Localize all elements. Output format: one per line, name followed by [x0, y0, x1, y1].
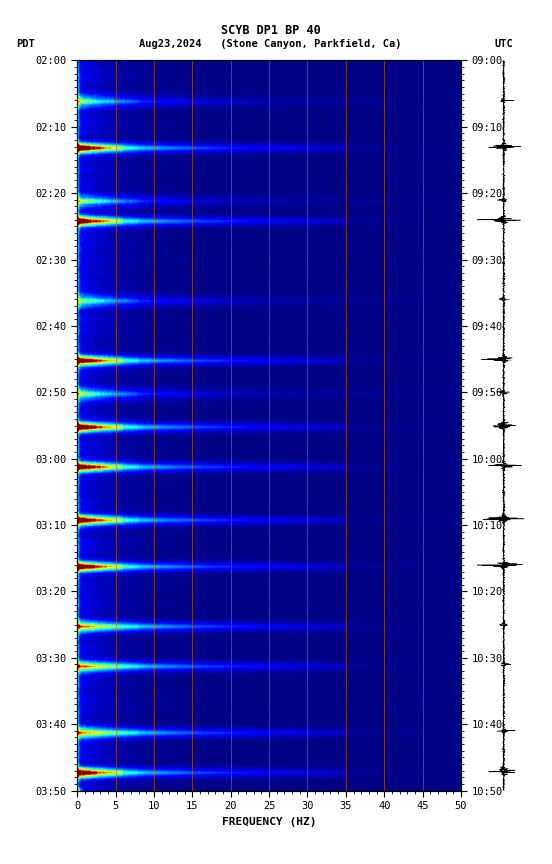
X-axis label: FREQUENCY (HZ): FREQUENCY (HZ)	[222, 816, 316, 827]
Text: SCYB DP1 BP 40: SCYB DP1 BP 40	[221, 24, 320, 37]
Text: UTC: UTC	[495, 39, 513, 49]
Text: PDT: PDT	[17, 39, 35, 49]
Text: Aug23,2024   (Stone Canyon, Parkfield, Ca): Aug23,2024 (Stone Canyon, Parkfield, Ca)	[139, 39, 402, 49]
